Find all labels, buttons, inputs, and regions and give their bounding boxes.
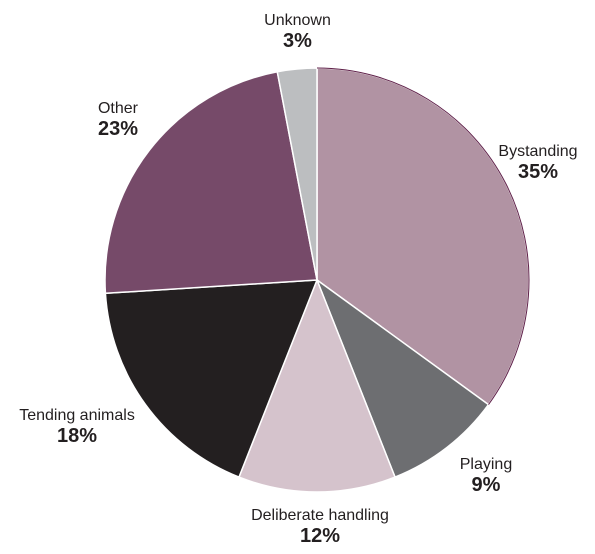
slice-label-unknown: Unknown 3% — [250, 12, 345, 53]
slice-name-unknown: Unknown — [264, 12, 331, 29]
slice-value-deliberate-handling: 12% — [299, 525, 341, 548]
slice-name-bystanding: Bystanding — [498, 143, 578, 160]
slice-name-playing: Playing — [459, 456, 513, 473]
pie-slice-unknown — [276, 67, 318, 281]
slice-value-other: 23% — [97, 118, 139, 141]
pie-slice-playing — [315, 277, 490, 479]
pie-slice-other — [104, 70, 318, 295]
slice-name-tending-animals: Tending animals — [19, 407, 135, 424]
slice-label-other: Other 23% — [88, 100, 148, 141]
slice-label-deliberate-handling: Deliberate handling 12% — [225, 507, 415, 548]
slice-value-bystanding: 35% — [517, 161, 559, 184]
slice-name-other: Other — [97, 100, 138, 117]
pie-slice-tending-animals — [104, 279, 319, 479]
slice-label-playing: Playing 9% — [446, 456, 526, 497]
slice-label-tending-animals: Tending animals 18% — [2, 407, 152, 448]
slice-value-playing: 9% — [471, 474, 501, 497]
pie-slice-deliberate-handling — [237, 277, 397, 493]
slice-value-unknown: 3% — [283, 30, 312, 53]
slice-value-tending-animals: 18% — [56, 425, 98, 448]
pie-outline-arc — [316, 67, 530, 405]
slice-name-deliberate-handling: Deliberate handling — [251, 507, 389, 524]
slice-label-bystanding: Bystanding 35% — [478, 143, 595, 184]
